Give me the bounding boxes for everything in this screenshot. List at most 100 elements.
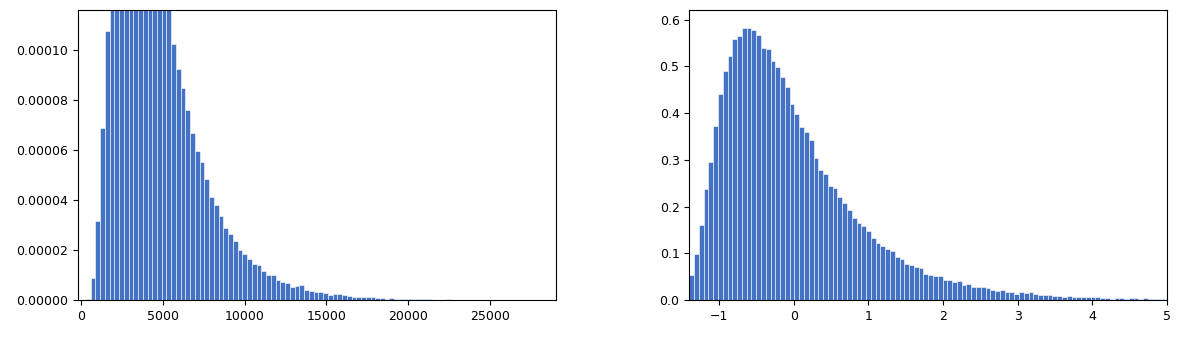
Bar bbox=[747, 28, 752, 300]
Bar bbox=[294, 286, 299, 300]
Bar bbox=[123, 0, 128, 300]
Bar bbox=[133, 0, 138, 300]
Bar bbox=[352, 297, 357, 300]
Bar bbox=[195, 151, 200, 300]
Bar bbox=[871, 238, 876, 300]
Bar bbox=[1095, 297, 1100, 300]
Bar bbox=[1047, 295, 1052, 300]
Bar bbox=[752, 30, 757, 300]
Bar bbox=[737, 36, 742, 300]
Bar bbox=[114, 0, 119, 300]
Bar bbox=[110, 0, 114, 300]
Bar bbox=[709, 162, 713, 300]
Bar bbox=[371, 297, 375, 300]
Bar bbox=[899, 259, 904, 300]
Bar bbox=[1019, 292, 1023, 300]
Bar bbox=[266, 275, 271, 300]
Bar bbox=[1081, 297, 1086, 300]
Bar bbox=[309, 291, 314, 300]
Bar bbox=[1090, 297, 1095, 300]
Bar bbox=[761, 48, 766, 300]
Bar bbox=[251, 264, 256, 300]
Bar bbox=[389, 298, 394, 300]
Bar bbox=[928, 275, 932, 300]
Bar bbox=[379, 298, 384, 300]
Bar bbox=[833, 188, 838, 300]
Bar bbox=[375, 298, 379, 300]
Bar bbox=[814, 158, 819, 300]
Bar bbox=[247, 259, 251, 300]
Bar bbox=[256, 265, 261, 300]
Bar bbox=[824, 174, 828, 300]
Bar bbox=[171, 45, 176, 300]
Bar bbox=[347, 296, 352, 300]
Bar bbox=[1134, 298, 1138, 300]
Bar bbox=[956, 282, 961, 300]
Bar bbox=[995, 291, 999, 300]
Bar bbox=[976, 287, 980, 300]
Bar bbox=[766, 49, 771, 300]
Bar bbox=[342, 295, 347, 300]
Bar bbox=[1014, 294, 1019, 300]
Bar bbox=[894, 257, 899, 300]
Bar bbox=[280, 282, 285, 300]
Bar bbox=[1076, 297, 1081, 300]
Bar bbox=[219, 216, 224, 300]
Bar bbox=[399, 299, 403, 300]
Bar bbox=[867, 230, 871, 300]
Bar bbox=[1114, 298, 1119, 300]
Bar bbox=[1033, 294, 1038, 300]
Bar bbox=[937, 276, 942, 300]
Bar bbox=[1028, 292, 1033, 300]
Bar bbox=[384, 298, 389, 300]
Bar bbox=[285, 283, 290, 300]
Bar bbox=[942, 280, 947, 300]
Bar bbox=[1023, 293, 1028, 300]
Bar bbox=[809, 140, 814, 300]
Bar bbox=[181, 88, 186, 300]
Bar bbox=[776, 67, 780, 300]
Bar bbox=[990, 290, 995, 300]
Bar bbox=[1057, 296, 1062, 300]
Bar bbox=[1129, 298, 1134, 300]
Bar bbox=[1153, 299, 1157, 300]
Bar bbox=[423, 299, 427, 300]
Bar bbox=[224, 228, 229, 300]
Bar bbox=[852, 218, 857, 300]
Bar bbox=[1052, 296, 1057, 300]
Bar bbox=[333, 294, 338, 300]
Bar bbox=[357, 297, 361, 300]
Bar bbox=[91, 278, 96, 300]
Bar bbox=[323, 293, 328, 300]
Bar bbox=[1105, 298, 1110, 300]
Bar bbox=[299, 285, 304, 300]
Bar bbox=[838, 197, 843, 300]
Bar bbox=[166, 0, 171, 300]
Bar bbox=[338, 294, 342, 300]
Bar bbox=[771, 61, 776, 300]
Bar bbox=[876, 243, 881, 300]
Bar bbox=[947, 280, 952, 300]
Bar bbox=[819, 170, 824, 300]
Bar bbox=[828, 186, 833, 300]
Bar bbox=[119, 0, 123, 300]
Bar bbox=[704, 189, 709, 300]
Bar bbox=[857, 224, 862, 300]
Bar bbox=[966, 284, 971, 300]
Bar bbox=[881, 246, 886, 300]
Bar bbox=[971, 287, 976, 300]
Bar bbox=[290, 287, 294, 300]
Bar bbox=[886, 249, 891, 300]
Bar bbox=[446, 299, 451, 300]
Bar bbox=[862, 226, 867, 300]
Bar bbox=[318, 293, 323, 300]
Bar bbox=[952, 282, 956, 300]
Bar bbox=[138, 0, 142, 300]
Bar bbox=[980, 287, 985, 300]
Bar bbox=[147, 0, 152, 300]
Bar bbox=[275, 279, 280, 300]
Bar bbox=[785, 87, 790, 300]
Bar bbox=[932, 276, 937, 300]
Bar bbox=[918, 268, 923, 300]
Bar bbox=[891, 250, 894, 300]
